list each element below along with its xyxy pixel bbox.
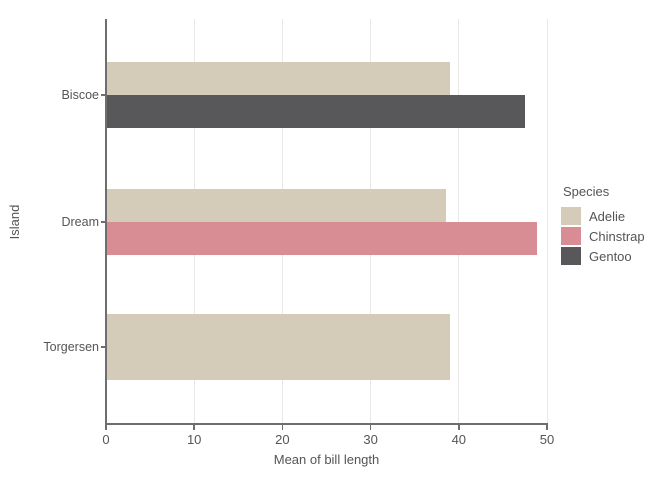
x-tick-label-30: 30: [363, 432, 378, 447]
plot-area: [106, 19, 548, 423]
gridline-x-40: [458, 19, 460, 423]
bar-biscoe-gentoo: [106, 94, 525, 128]
legend-items: Adelie Chinstrap Gentoo: [561, 206, 645, 266]
legend-item-adelie: Adelie: [561, 206, 645, 226]
legend-swatch-gentoo: [561, 247, 581, 265]
x-tick-mark: [105, 425, 107, 430]
bar-dream-chinstrap: [106, 221, 537, 255]
legend-label-gentoo: Gentoo: [589, 248, 632, 264]
bar-biscoe-adelie: [106, 61, 450, 95]
bar-torgersen-adelie: [106, 314, 450, 381]
x-tick-mark: [369, 425, 372, 430]
legend-item-chinstrap: Chinstrap: [561, 226, 645, 246]
y-tick-label-torgersen: Torgersen: [43, 340, 99, 355]
legend-item-gentoo: Gentoo: [561, 246, 645, 266]
x-tick-mark: [281, 425, 284, 430]
bar-dream-adelie: [106, 188, 446, 222]
legend-title: Species: [563, 184, 610, 199]
x-axis-line: [105, 423, 548, 425]
x-tick-mark: [458, 425, 460, 430]
y-tick-label-dream: Dream: [61, 214, 99, 229]
x-axis-title: Mean of bill length: [273, 452, 380, 467]
gridline-x-50: [546, 19, 548, 423]
legend-label-chinstrap: Chinstrap: [589, 228, 645, 244]
y-tick-mark: [101, 94, 105, 96]
x-tick-label-0: 0: [102, 432, 110, 447]
legend-swatch-chinstrap: [561, 227, 581, 245]
x-tick-mark: [546, 425, 548, 430]
y-axis-line: [105, 19, 107, 424]
x-tick-label-20: 20: [275, 432, 290, 447]
legend: Species Adelie Chinstrap Gentoo: [561, 184, 645, 266]
legend-label-adelie: Adelie: [589, 208, 626, 224]
y-tick-mark: [101, 346, 105, 348]
y-tick-mark: [101, 221, 105, 223]
legend-swatch-adelie: [561, 207, 581, 225]
x-tick-label-10: 10: [186, 432, 202, 447]
x-tick-label-40: 40: [451, 432, 467, 447]
x-tick-mark: [193, 425, 195, 430]
x-tick-label-50: 50: [539, 432, 555, 447]
y-tick-label-biscoe: Biscoe: [61, 87, 99, 102]
